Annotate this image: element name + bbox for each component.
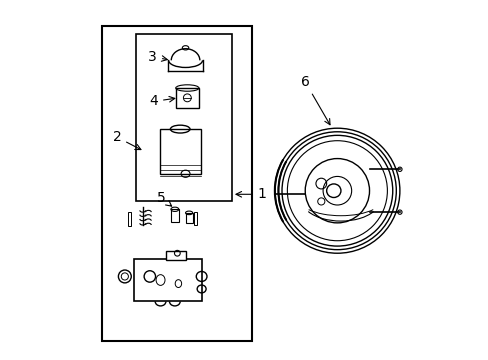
Circle shape xyxy=(144,271,155,282)
Bar xyxy=(194,212,197,225)
Bar xyxy=(128,212,131,226)
Bar xyxy=(165,251,185,260)
Text: 1: 1 xyxy=(236,187,265,201)
Bar xyxy=(135,33,231,202)
Bar xyxy=(170,209,179,222)
Text: 4: 4 xyxy=(149,94,174,108)
Bar xyxy=(160,129,201,174)
Circle shape xyxy=(118,270,131,283)
Text: 3: 3 xyxy=(148,50,167,64)
Bar xyxy=(102,26,251,341)
Text: 6: 6 xyxy=(300,75,329,125)
Bar xyxy=(185,213,192,223)
Text: 5: 5 xyxy=(156,191,171,206)
Bar xyxy=(175,88,199,108)
Text: 2: 2 xyxy=(112,130,141,149)
Bar xyxy=(134,258,201,301)
